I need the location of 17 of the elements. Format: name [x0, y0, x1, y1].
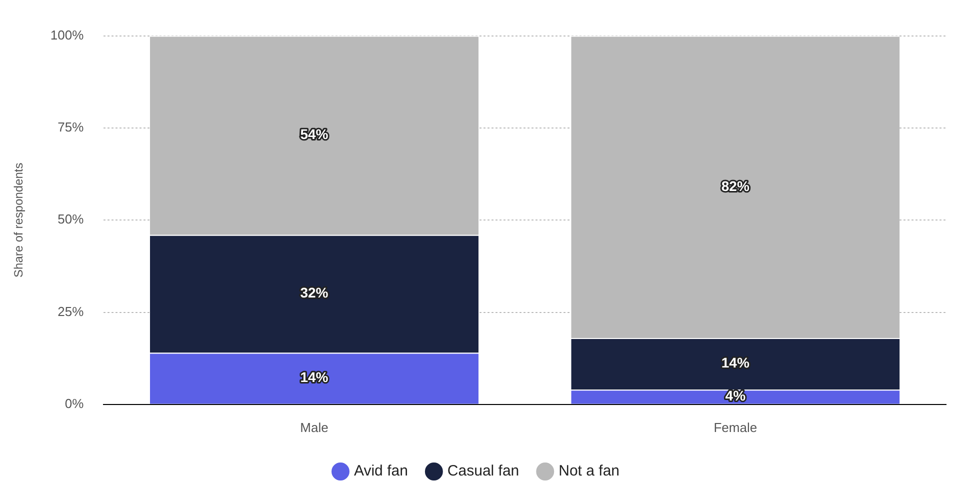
data-label: 82%: [721, 178, 750, 194]
legend-label: Avid fan: [354, 462, 408, 480]
y-axis-title: Share of respondents: [12, 162, 26, 278]
data-label: 32%: [300, 284, 329, 301]
data-label: 14%: [300, 369, 329, 386]
data-label: 4%: [725, 388, 746, 404]
legend-label: Casual fan: [447, 462, 520, 480]
x-tick-label: Male: [300, 420, 328, 435]
x-tick-label: Female: [714, 420, 758, 435]
y-tick-label: 25%: [58, 304, 84, 319]
y-tick-label: 75%: [58, 120, 84, 135]
data-label: 14%: [721, 354, 750, 371]
y-tick-label: 50%: [58, 212, 84, 227]
y-tick-label: 0%: [64, 396, 84, 411]
y-tick-label: 100%: [50, 27, 84, 42]
data-label: 54%: [300, 126, 329, 142]
legend-label: Not a fan: [558, 462, 620, 480]
